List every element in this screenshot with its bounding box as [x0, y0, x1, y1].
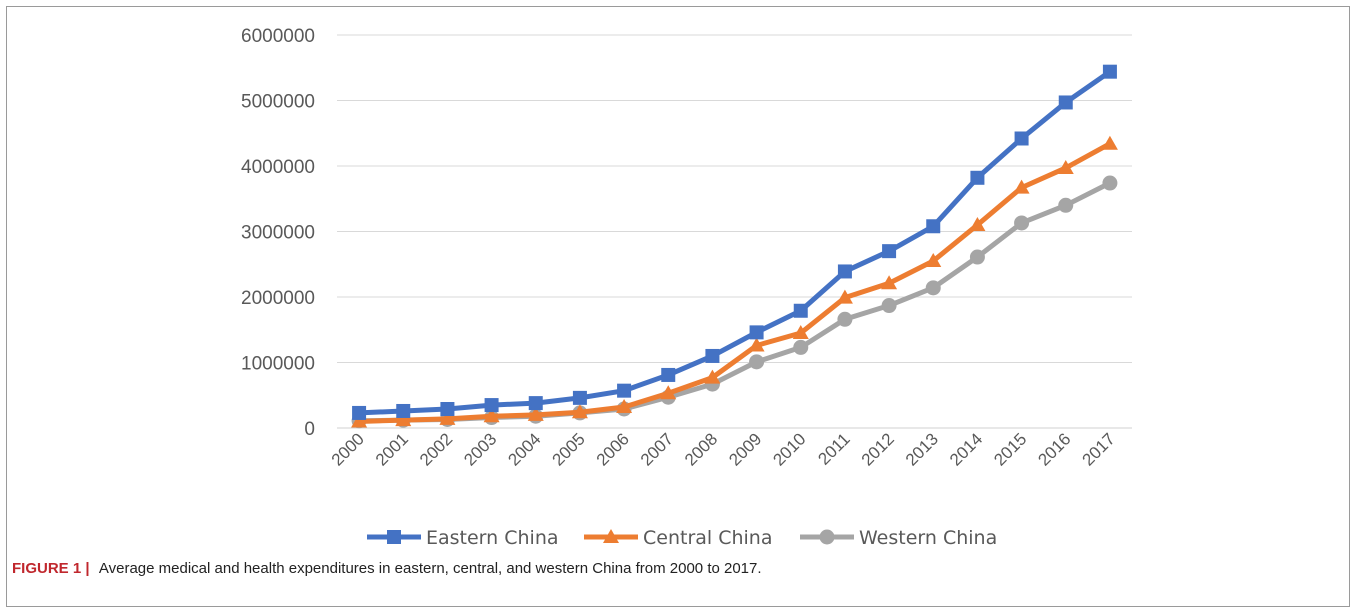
y-tick-label: 6000000 — [241, 26, 315, 47]
data-point-western-china — [837, 311, 853, 327]
data-point-central-china — [925, 252, 942, 267]
x-tick-label: 2002 — [416, 429, 456, 469]
data-point-eastern-china — [572, 390, 587, 405]
grid-lines — [337, 34, 1132, 429]
data-point-central-china — [1013, 179, 1030, 194]
line-chart: 0 1000000 2000000 3000000 4000000 5000000 6000… — [241, 26, 1132, 549]
data-point-eastern-china — [1102, 64, 1117, 79]
y-tick-label: 5000000 — [241, 92, 315, 113]
data-point-eastern-china — [352, 405, 367, 420]
x-tick-label: 2017 — [1079, 429, 1119, 469]
data-point-eastern-china — [882, 244, 897, 259]
data-point-central-china — [439, 410, 456, 425]
series-line-western-china — [356, 180, 1113, 424]
figure-frame — [6, 6, 1350, 607]
data-point-western-china — [969, 249, 985, 265]
legend: Eastern China Central China Western China — [367, 527, 997, 549]
legend-item-eastern-china: Eastern China — [367, 527, 559, 549]
y-tick-label: 2000000 — [241, 288, 315, 309]
x-tick-label: 2000 — [328, 429, 368, 469]
data-point-eastern-china — [749, 325, 764, 340]
y-tick-label: 4000000 — [241, 157, 315, 178]
data-point-eastern-china — [1058, 95, 1073, 110]
series-line-eastern-china — [356, 69, 1113, 416]
data-point-eastern-china — [793, 303, 808, 318]
data-point-eastern-china — [440, 402, 455, 417]
data-point-western-china — [1014, 215, 1030, 231]
data-point-eastern-china — [484, 398, 499, 413]
figure-caption-text: Average medical and health expenditures … — [98, 560, 762, 577]
data-point-eastern-china — [396, 403, 411, 418]
legend-label: Central China — [643, 527, 773, 549]
legend-marker — [819, 529, 835, 545]
data-point-western-china — [1058, 197, 1074, 213]
data-point-central-china — [351, 413, 368, 428]
legend-marker — [387, 530, 401, 544]
legend-item-central-china: Central China — [584, 527, 773, 549]
x-tick-label: 2001 — [372, 429, 412, 469]
data-point-eastern-china — [926, 219, 941, 234]
legend-marker — [603, 529, 619, 543]
data-point-central-china — [836, 289, 853, 304]
data-point-eastern-china — [837, 264, 852, 279]
data-point-western-china — [749, 354, 765, 370]
data-point-central-china — [969, 216, 986, 231]
data-point-eastern-china — [661, 367, 676, 382]
data-point-central-china — [792, 325, 809, 340]
data-point-western-china — [1102, 175, 1118, 191]
data-point-central-china — [881, 275, 898, 290]
figure-caption: FIGURE 1 | Average medical and health ex… — [12, 560, 1342, 577]
data-point-central-china — [527, 406, 544, 421]
x-tick-label: 2009 — [725, 429, 765, 469]
x-tick-label: 2005 — [549, 429, 589, 469]
x-tick-label: 2015 — [990, 429, 1030, 469]
data-point-central-china — [571, 404, 588, 419]
series-group — [351, 64, 1118, 429]
x-tick-label: 2007 — [637, 429, 677, 469]
series-line-central-china — [356, 141, 1113, 424]
x-tick-label: 2011 — [814, 429, 853, 468]
data-point-central-china — [748, 337, 765, 352]
y-tick-label: 3000000 — [241, 223, 315, 244]
x-tick-label: 2004 — [504, 429, 544, 469]
data-point-eastern-china — [617, 383, 632, 398]
x-tick-label: 2012 — [858, 429, 898, 469]
data-point-central-china — [704, 369, 721, 384]
data-point-central-china — [660, 385, 677, 400]
data-point-central-china — [483, 408, 500, 423]
data-point-eastern-china — [1014, 131, 1029, 146]
data-point-central-china — [616, 399, 633, 414]
data-point-central-china — [1057, 159, 1074, 174]
data-point-western-china — [793, 339, 809, 355]
data-point-central-china — [1101, 135, 1118, 150]
x-tick-label: 2008 — [681, 429, 721, 469]
y-tick-label: 0 — [304, 419, 315, 440]
data-point-eastern-china — [970, 170, 985, 185]
data-point-western-china — [925, 280, 941, 296]
legend-item-western-china: Western China — [800, 527, 997, 549]
x-tick-label: 2014 — [946, 429, 986, 469]
x-tick-label: 2003 — [460, 429, 500, 469]
figure-label: FIGURE 1 | — [12, 560, 90, 577]
y-tick-label: 1000000 — [241, 354, 315, 375]
series-western-china — [351, 175, 1118, 429]
x-tick-label: 2013 — [902, 429, 942, 469]
legend-label: Eastern China — [426, 527, 559, 549]
series-eastern-china — [352, 64, 1117, 420]
x-tick-label: 2016 — [1034, 429, 1074, 469]
data-point-eastern-china — [705, 348, 720, 363]
x-tick-label: 2006 — [593, 429, 633, 469]
series-central-china — [351, 135, 1118, 428]
x-tick-label: 2010 — [769, 429, 809, 469]
legend-label: Western China — [859, 527, 997, 549]
data-point-central-china — [395, 412, 412, 427]
data-point-western-china — [881, 298, 897, 314]
data-point-eastern-china — [528, 396, 543, 411]
